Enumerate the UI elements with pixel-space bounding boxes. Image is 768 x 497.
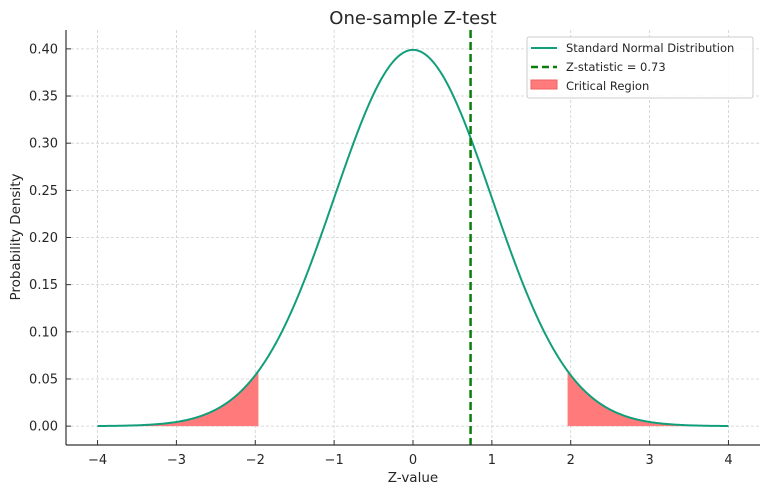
normal-distribution-curve	[97, 48, 729, 428]
y-tick-label: 0.05	[29, 372, 58, 387]
x-tick-label: 3	[645, 453, 653, 468]
y-tick-label: 0.40	[29, 42, 58, 57]
y-tick-label: 0.20	[29, 231, 58, 246]
x-tick-label: 4	[724, 453, 732, 468]
y-tick-label: 0.10	[29, 325, 58, 340]
y-tick-label: 0.30	[29, 137, 58, 152]
x-tick-label: 0	[409, 453, 417, 468]
y-tick-label: 0.25	[29, 184, 58, 199]
critical-region-area	[567, 371, 729, 427]
legend: Standard Normal Distribution Z-statistic…	[526, 36, 754, 99]
x-tick-label: 2	[567, 453, 575, 468]
y-axis-label: Probability Density	[8, 174, 24, 301]
legend-box	[526, 36, 754, 99]
critical-region-area	[97, 371, 259, 427]
legend-critical-swatch	[530, 79, 558, 90]
critical-region-areas	[97, 371, 729, 427]
y-tick-label: 0.35	[29, 90, 58, 105]
y-tick-label: 0.15	[29, 278, 58, 293]
x-tick-label: −4	[88, 453, 107, 468]
legend-label-critical: Critical Region	[566, 79, 649, 93]
x-tick-label: −1	[325, 453, 344, 468]
y-tick-label: 0.00	[29, 420, 58, 435]
x-tick-label: 1	[488, 453, 496, 468]
legend-label-z: Z-statistic = 0.73	[566, 60, 666, 74]
x-tick-label: −3	[167, 453, 186, 468]
axes: −4 −3 −2 −1 0 1 2 3 4 0.00 0.05 0.10 0.15 0.20 0.25 0.3…	[29, 30, 760, 468]
legend-label-curve: Standard Normal Distribution	[566, 41, 734, 55]
chart-title: One-sample Z-test	[329, 8, 496, 29]
x-axis-label: Z-value	[388, 470, 438, 486]
x-tick-label: −2	[246, 453, 265, 468]
